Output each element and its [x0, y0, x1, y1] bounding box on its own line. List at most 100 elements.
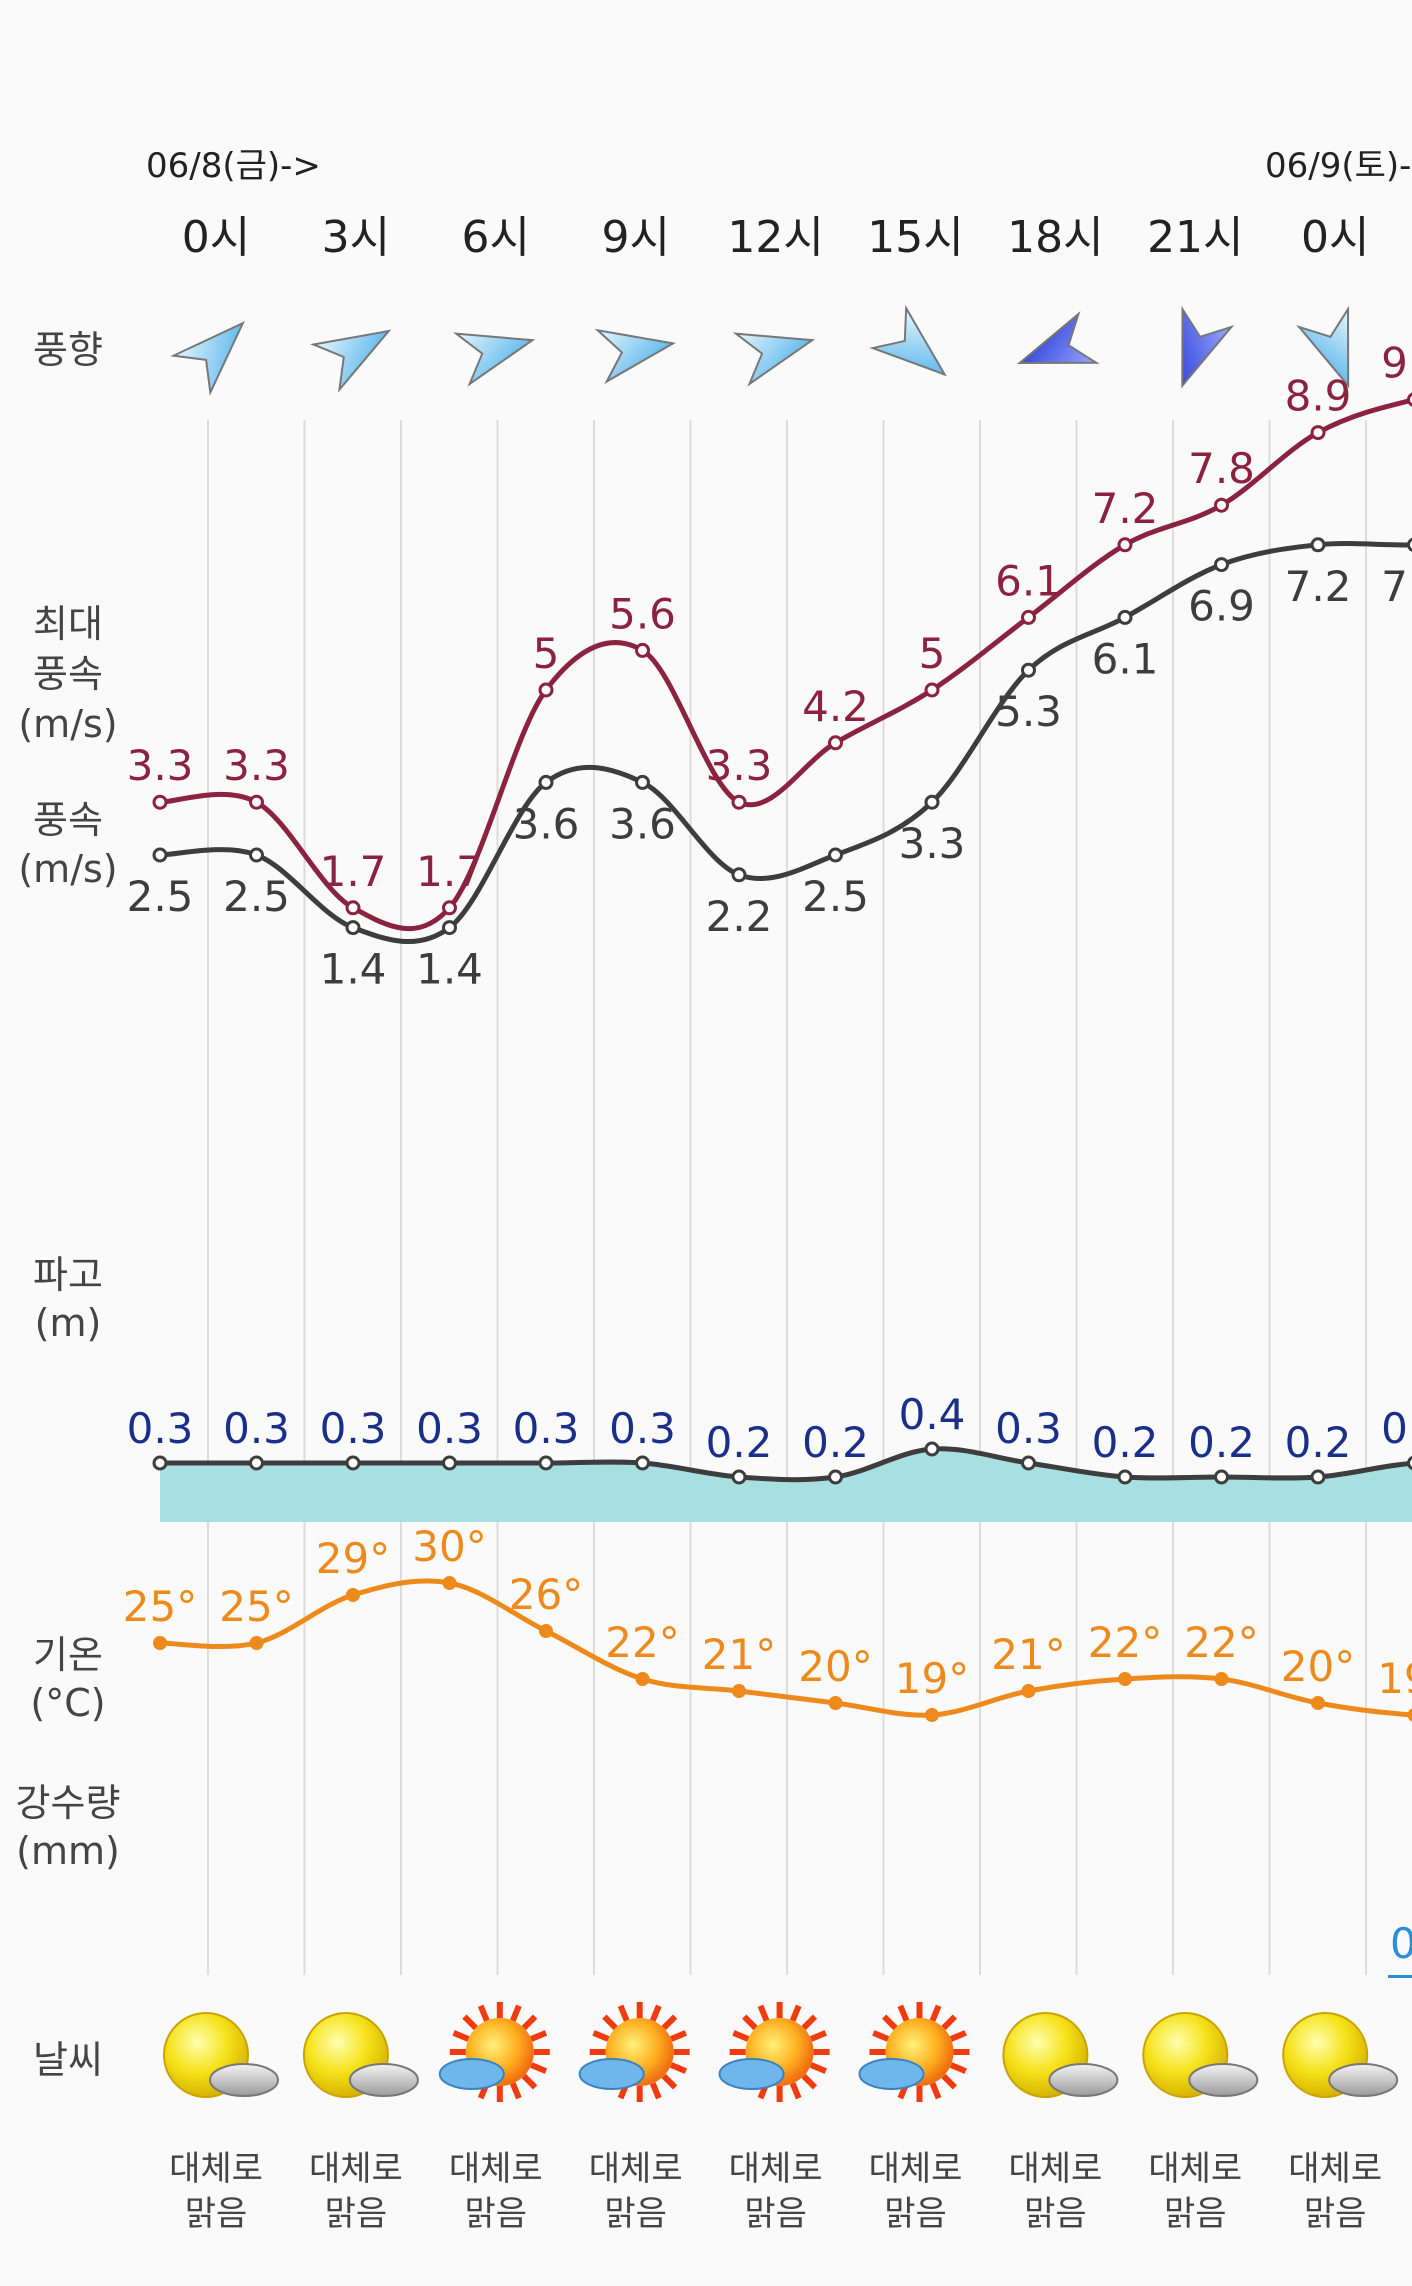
cloud-shape — [858, 2058, 925, 2090]
sun-ray — [649, 2004, 662, 2022]
data-label: 0.2 — [1188, 1418, 1255, 1467]
data-label: 0.2 — [1092, 1418, 1159, 1467]
data-point — [152, 794, 168, 810]
data-label: 21° — [702, 1630, 776, 1679]
data-label: 3.3 — [127, 741, 194, 790]
weather-desc-line2: 맑음 — [465, 2194, 528, 2234]
wind-arrow-icon — [1296, 305, 1350, 389]
hour-label: 6시 — [462, 212, 530, 263]
data-point — [1407, 392, 1412, 407]
row-label-precip-1: 강수량 — [16, 1781, 121, 1825]
partly-cloudy-icon — [438, 2002, 550, 2102]
data-label: 1.4 — [416, 945, 483, 994]
data-point — [442, 1576, 457, 1590]
data-point — [828, 1469, 843, 1485]
data-label: 22° — [1088, 1618, 1162, 1667]
series-layer: 3.33.31.71.755.63.34.256.17.27.88.99.412… — [123, 339, 1412, 1722]
hour-label: 9시 — [601, 212, 669, 263]
row-label-wave-unit: (m) — [35, 1301, 102, 1345]
sun-ray — [732, 2030, 750, 2042]
wind-arrow-icon — [170, 321, 245, 396]
data-point — [924, 794, 940, 810]
cloud-shape — [718, 2058, 785, 2090]
data-label: 6.1 — [995, 556, 1062, 605]
sun-ray — [462, 2014, 478, 2031]
wind-arrow-icon — [309, 329, 392, 393]
sun-ray — [617, 2004, 630, 2022]
data-point — [538, 1455, 554, 1471]
data-label: 3.3 — [223, 741, 290, 790]
sun-ray — [649, 2082, 662, 2100]
data-label: 5.3 — [995, 687, 1062, 736]
data-label: 0.4 — [899, 1390, 966, 1439]
data-label: 1.7 — [320, 847, 387, 896]
sun-ray — [941, 2073, 957, 2090]
precip-partial-label: 0 — [1390, 1919, 1412, 1968]
sun-ray — [809, 2062, 827, 2074]
weather-desc-line2: 맑음 — [884, 2194, 947, 2234]
row-label-gust-2: 풍속 — [33, 652, 103, 696]
data-point — [346, 1588, 360, 1602]
hour-label: 3시 — [322, 212, 390, 263]
sun-ray — [897, 2004, 910, 2022]
weather-desc-line1: 대체로 — [1288, 2149, 1382, 2189]
cloud-shape — [348, 2063, 419, 2097]
wind-arrow-shape — [594, 328, 677, 385]
data-point — [249, 1455, 264, 1471]
data-point — [1310, 1469, 1326, 1485]
data-point — [153, 1636, 167, 1650]
data-point — [1407, 1708, 1412, 1722]
partly-cloudy-icon — [578, 2002, 690, 2102]
data-label: 29° — [316, 1534, 390, 1583]
sun-ray — [510, 2004, 522, 2022]
wave-fill — [160, 1448, 1412, 1522]
hour-label: 18시 — [1007, 212, 1103, 263]
data-point — [924, 682, 940, 698]
cloud-shape — [578, 2058, 645, 2090]
date-label-second: 06/9(토)-> — [1265, 146, 1412, 186]
wind-arrow-icon — [1181, 305, 1235, 389]
sun-ray — [789, 2004, 802, 2022]
weather-desc-line2: 맑음 — [744, 2194, 807, 2234]
data-label: 7.2 — [1381, 562, 1412, 611]
data-point — [1214, 1469, 1229, 1485]
data-label: 2.5 — [223, 872, 290, 921]
data-point — [1021, 1684, 1036, 1698]
sun-cloud-icon — [1002, 2012, 1119, 2098]
data-point — [828, 847, 843, 863]
row-label-precip-unit: (mm) — [16, 1829, 120, 1873]
data-label: 3.3 — [899, 819, 966, 868]
cloud-shape — [1048, 2063, 1119, 2097]
data-label: 0.3 — [995, 1404, 1062, 1453]
sun-ray — [592, 2030, 610, 2042]
data-point — [345, 900, 361, 916]
data-point — [1310, 425, 1326, 441]
data-label: 0.3 — [1381, 1404, 1412, 1453]
wind-arrow-shape — [1181, 305, 1235, 389]
data-point — [828, 735, 843, 751]
hour-label: 12시 — [727, 212, 823, 263]
wind-arrow-shape — [452, 332, 536, 387]
data-point — [731, 867, 747, 883]
data-point — [249, 794, 264, 810]
sun-ray — [452, 2030, 470, 2042]
row-label-temp-unit: (°C) — [30, 1681, 105, 1725]
sun-ray — [602, 2014, 618, 2031]
partly-cloudy-icon — [858, 2002, 970, 2102]
data-point — [1117, 537, 1133, 553]
hour-label: 0시 — [182, 212, 250, 263]
data-label: 19° — [895, 1654, 969, 1703]
data-point — [1214, 557, 1229, 573]
wind-arrow-shape — [732, 332, 816, 387]
sun-ray — [809, 2030, 827, 2042]
data-label: 0.3 — [416, 1404, 483, 1453]
data-point — [1117, 609, 1133, 625]
data-point — [152, 847, 168, 863]
data-label: 30° — [412, 1522, 486, 1571]
data-label: 2.2 — [706, 892, 773, 941]
sun-ray — [949, 2062, 967, 2074]
row-label-wind-1: 풍속 — [33, 798, 103, 842]
wind-arrow-icon — [594, 328, 677, 385]
data-point — [1407, 537, 1412, 552]
